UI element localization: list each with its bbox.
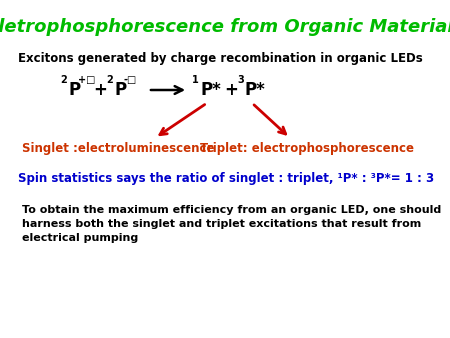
Text: 3: 3 <box>237 75 244 85</box>
Text: 2: 2 <box>60 75 67 85</box>
Text: P*: P* <box>245 81 266 99</box>
Text: Spin statistics says the ratio of singlet : triplet, ¹P* : ³P*= 1 : 3: Spin statistics says the ratio of single… <box>18 172 434 185</box>
Text: To obtain the maximum efficiency from an organic LED, one should
harness both th: To obtain the maximum efficiency from an… <box>22 205 441 243</box>
Text: +: + <box>93 81 107 99</box>
Text: +: + <box>224 81 238 99</box>
Text: P*: P* <box>200 81 221 99</box>
Text: -□: -□ <box>124 75 137 85</box>
Text: P: P <box>114 81 126 99</box>
Text: P: P <box>68 81 80 99</box>
Text: Triplet: electrophosphorescence: Triplet: electrophosphorescence <box>200 142 414 155</box>
Text: +□: +□ <box>78 75 95 85</box>
Text: Excitons generated by charge recombination in organic LEDs: Excitons generated by charge recombinati… <box>18 52 423 65</box>
Text: Singlet :electroluminescence: Singlet :electroluminescence <box>22 142 215 155</box>
Text: Eletrophosphorescence from Organic Materials: Eletrophosphorescence from Organic Mater… <box>0 18 450 36</box>
Text: 2: 2 <box>106 75 113 85</box>
Text: 1: 1 <box>192 75 199 85</box>
